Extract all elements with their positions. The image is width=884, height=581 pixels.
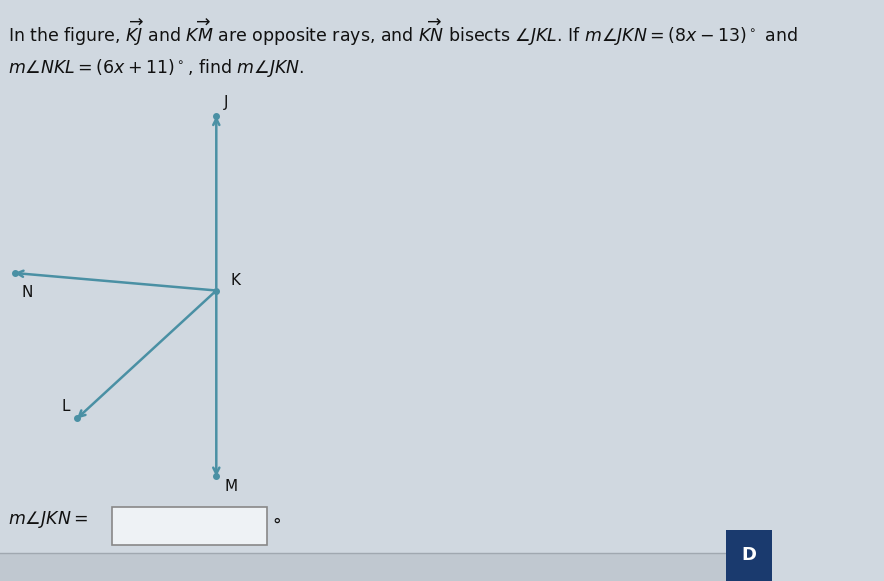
Text: °: ° bbox=[272, 517, 281, 535]
FancyBboxPatch shape bbox=[726, 530, 773, 581]
Text: $m\angle JKN =$: $m\angle JKN =$ bbox=[8, 510, 88, 530]
Text: J: J bbox=[224, 95, 229, 110]
Text: D: D bbox=[742, 547, 757, 564]
Text: N: N bbox=[21, 285, 33, 300]
Text: In the figure, $\overrightarrow{KJ}$ and $\overrightarrow{KM}$ are opposite rays: In the figure, $\overrightarrow{KJ}$ and… bbox=[8, 17, 797, 80]
FancyBboxPatch shape bbox=[0, 553, 773, 581]
Text: L: L bbox=[61, 399, 70, 414]
Text: K: K bbox=[230, 272, 240, 288]
FancyBboxPatch shape bbox=[112, 507, 266, 545]
Text: M: M bbox=[224, 479, 237, 494]
